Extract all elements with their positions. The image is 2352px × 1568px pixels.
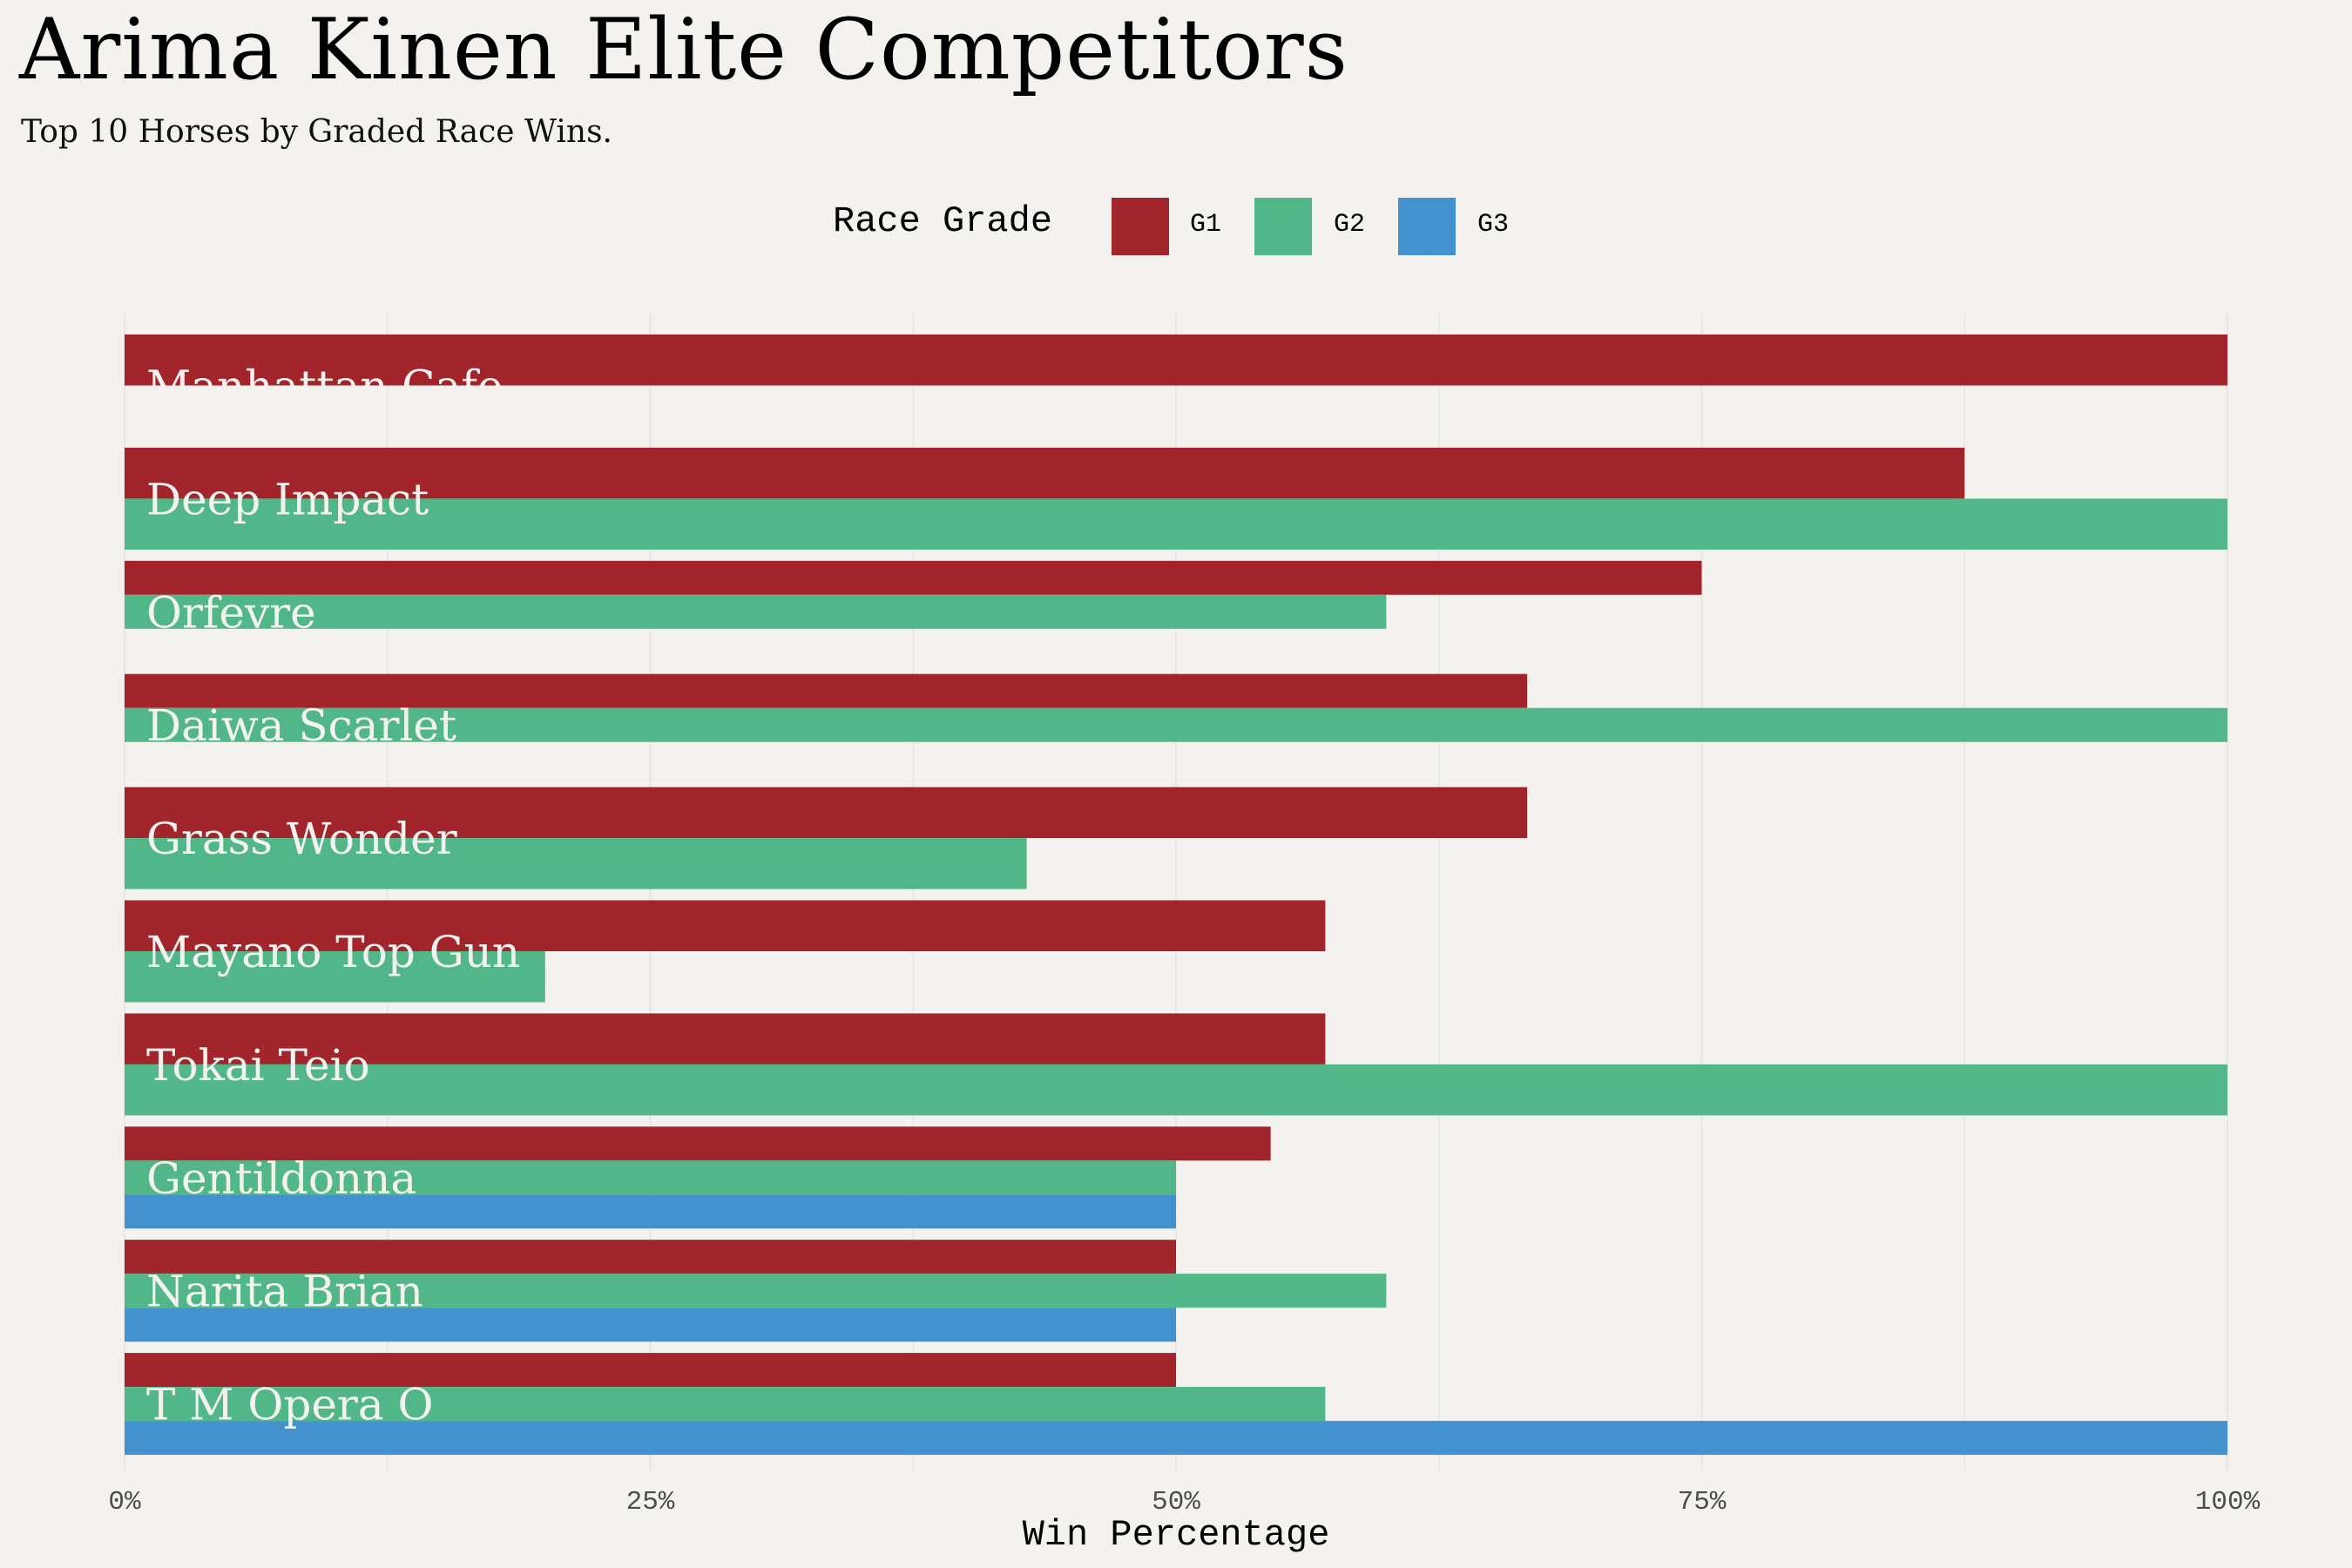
bar-label: Orfevre [146, 587, 316, 638]
bar-g3 [125, 1194, 1176, 1229]
bar-g1 [125, 560, 1702, 595]
bar-g1 [125, 447, 1965, 499]
bar-g1 [125, 1013, 1326, 1064]
bar-label: Grass Wonder [146, 814, 457, 864]
bar-g1 [125, 335, 2227, 386]
x-tick-label: 25% [626, 1487, 675, 1517]
bar-g2 [125, 1064, 2227, 1116]
x-tick-label: 100% [2195, 1487, 2261, 1517]
x-tick-label: 0% [108, 1487, 141, 1517]
bar-label: Tokai Teio [146, 1040, 370, 1091]
bar-g2 [125, 1160, 1176, 1195]
bar-label: T M Opera O [146, 1380, 434, 1430]
bar-g2 [125, 1274, 1387, 1308]
x-axis-title: Win Percentage [1023, 1514, 1330, 1556]
bar-g3 [125, 1308, 1176, 1342]
bar-g2 [125, 951, 545, 1003]
bar-g1 [125, 1353, 1176, 1388]
bar-label: Mayano Top Gun [146, 927, 520, 977]
bar-labels: Manhattan Cafe Deep Impact Orfevre Daiwa Sc… [146, 362, 520, 1430]
bar-label: Narita Brian [146, 1267, 423, 1317]
x-tick-label: 50% [1152, 1487, 1200, 1517]
bars [125, 335, 2227, 1456]
bar-g3 [125, 1421, 2227, 1456]
bar-g2 [125, 707, 2227, 742]
bar-g1 [125, 1240, 1176, 1274]
bar-label: Manhattan Cafe [146, 362, 503, 412]
bar-g2 [125, 498, 2227, 550]
bar-g1 [125, 1126, 1271, 1161]
bar-g1 [125, 673, 1528, 708]
bar-g2 [125, 594, 1387, 629]
x-tick-label: 75% [1678, 1487, 1727, 1517]
x-axis-ticks: 0% 25% 50% 75% 100% [108, 1487, 2260, 1517]
bar-label: Deep Impact [146, 474, 429, 524]
bar-g2 [125, 838, 1027, 889]
chart-title: Arima Kinen Elite Competitors [19, 1, 1348, 98]
bar-g2 [125, 1387, 1326, 1422]
bar-g1 [125, 900, 1326, 951]
bar-label: Daiwa Scarlet [146, 700, 456, 751]
bar-g1 [125, 787, 1528, 839]
bar-label: Gentildonna [146, 1153, 416, 1204]
chart-subtitle: Top 10 Horses by Graded Race Wins. [21, 114, 612, 150]
